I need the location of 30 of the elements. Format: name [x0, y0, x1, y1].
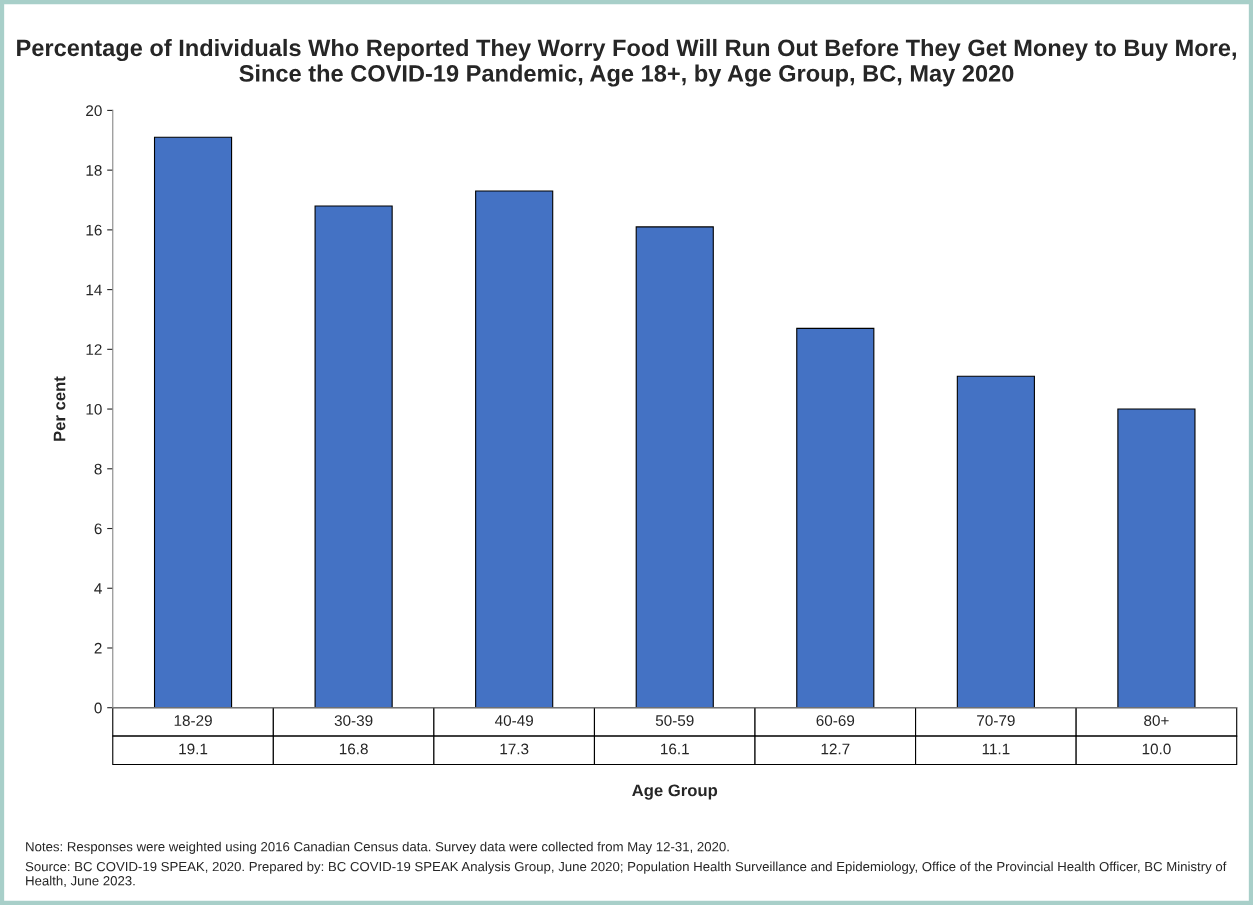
y-tick-label: 4	[94, 583, 102, 594]
y-tick-label: 2	[94, 642, 102, 654]
y-tick-label: 20	[86, 105, 102, 117]
x-tick-label: 40-49	[494, 715, 533, 726]
text: Notes: Responses were weighted using 2016 Canadian Census data. Survey data were collected from May 12-31, 2020.	[26, 841, 729, 854]
x-tick-label: 30-39	[334, 715, 373, 726]
x-tick-label: 18-29	[174, 715, 212, 726]
data-label: 16.8	[339, 743, 368, 755]
data-label: 16.1	[661, 743, 689, 755]
y-tick-label: 10	[86, 403, 102, 415]
y-tick-label: 18	[86, 165, 102, 176]
x-tick-label: 70-79	[977, 715, 1015, 726]
x-tick-label: 50-59	[655, 715, 694, 726]
y-tick-label: 0	[94, 702, 102, 714]
y-tick-label: 6	[94, 523, 102, 535]
source-note: Source: BC COVID-19 SPEAK, 2020. Prepared by: BC COVID-19 SPEAK Analysis Group, June 2020; Population Health Surveillance and Epidemiology, Office of the Provincial Health Officer, BC Ministry of Health, June 2023.	[25, 861, 1227, 888]
y-tick-label: 12	[86, 344, 102, 355]
data-label: 11.1	[982, 743, 1010, 755]
data-label: 10.0	[1142, 743, 1171, 755]
x-tick-label: 80+	[1144, 715, 1169, 726]
y-axis-title: Per cent	[53, 376, 66, 441]
y-tick-label: 8	[94, 463, 102, 475]
chart-title: Percentage of Individuals Who Reported They Worry Food Will Run Out Before They Get Money to Buy More, Since the COVID-19 Pandemic, Age 18+, by Age Group, BC, May 2020	[17, 38, 1236, 87]
data-label: 17.3	[500, 743, 529, 755]
data-label: 19.1	[179, 743, 208, 755]
y-tick-label: 14	[86, 284, 102, 296]
x-axis-title: Age Group	[632, 784, 718, 800]
y-tick-label: 16	[86, 224, 102, 236]
x-tick-label: 60-69	[816, 715, 855, 726]
data-label: 12.7	[821, 743, 850, 755]
